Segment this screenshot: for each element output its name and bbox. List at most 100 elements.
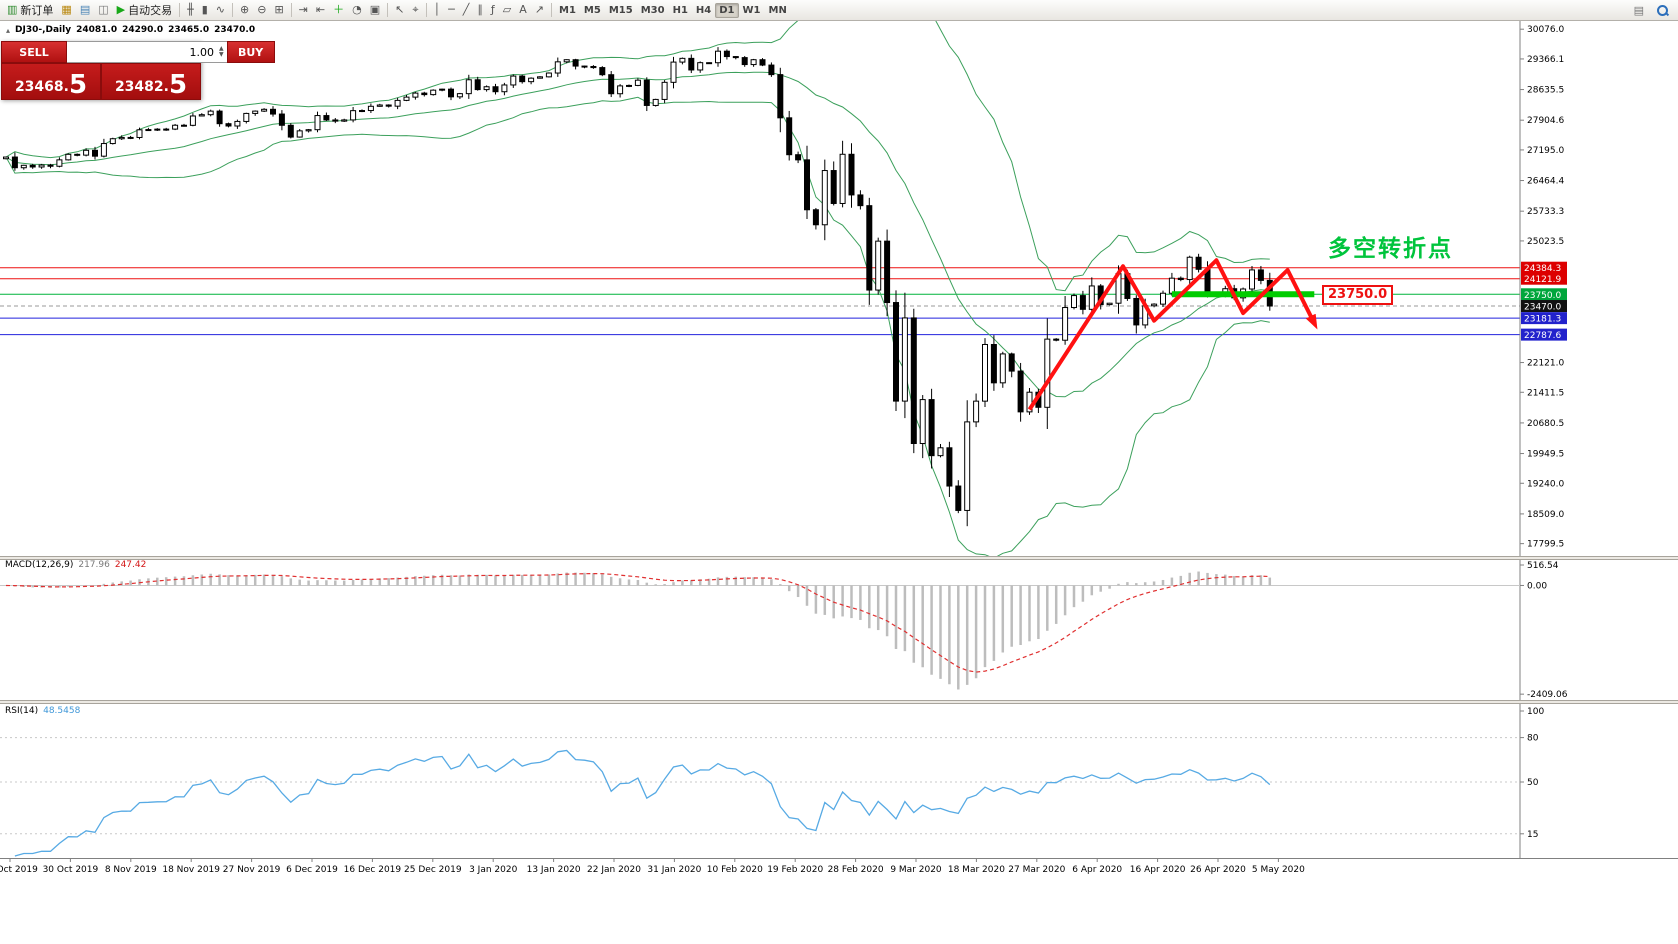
volume-down-icon[interactable]: ▼ <box>219 51 224 58</box>
toolbar-right-group: ▤ <box>1630 1 1675 19</box>
timeframe-m1[interactable]: M1 <box>559 4 576 16</box>
arrows-icon[interactable]: ↗ <box>531 1 548 19</box>
cursor-icon: ↖ <box>395 3 405 16</box>
fibonacci-icon[interactable]: ƒ <box>487 1 499 19</box>
tile-windows-icon: ⊞ <box>274 3 284 16</box>
rsi-name: RSI(14) <box>5 706 39 716</box>
svg-text:27 Mar 2020: 27 Mar 2020 <box>1008 865 1065 875</box>
timeframe-m5[interactable]: M5 <box>583 4 601 16</box>
svg-text:22121.0: 22121.0 <box>1527 359 1564 369</box>
svg-text:27 Nov 2019: 27 Nov 2019 <box>223 865 281 875</box>
data-window-icon[interactable]: ◫ <box>94 1 112 19</box>
horizontal-level-lines[interactable] <box>0 267 1520 336</box>
svg-text:18 Mar 2020: 18 Mar 2020 <box>948 865 1005 875</box>
period-icon: ◔ <box>352 3 362 16</box>
sell-price-display[interactable]: 23468. 5 <box>1 63 101 100</box>
toolbar-separator <box>290 3 292 17</box>
volume-spinner[interactable]: ▲ ▼ <box>216 46 227 58</box>
fibonacci-icon: ƒ <box>490 3 495 16</box>
zigzag-annotation[interactable] <box>1027 258 1318 411</box>
chart-shift-icon[interactable]: ⇤ <box>312 1 329 19</box>
svg-text:31 Jan 2020: 31 Jan 2020 <box>647 865 701 875</box>
svg-text:19240.0: 19240.0 <box>1527 479 1564 489</box>
trendline-icon[interactable]: ╱ <box>459 1 474 19</box>
zoom-out-icon[interactable]: ⊖ <box>253 1 270 19</box>
timeframe-h1[interactable]: H1 <box>672 4 688 16</box>
volume-up-icon[interactable]: ▲ <box>219 45 224 52</box>
timeframe-h4[interactable]: H4 <box>695 4 712 16</box>
text-label-icon[interactable]: A <box>515 1 531 19</box>
svg-text:516.54: 516.54 <box>1527 561 1559 571</box>
ohlc-open: 24081.0 <box>76 25 118 35</box>
buy-price-display[interactable]: 23482. 5 <box>101 63 201 100</box>
auto-scroll-icon[interactable]: ⇥ <box>295 1 312 19</box>
rsi-value: 48.5458 <box>43 706 81 716</box>
line-chart-icon[interactable]: ∿ <box>212 1 229 19</box>
new-order-button[interactable]: ▥ 新订单 <box>3 1 57 19</box>
autotrade-button-label: 自动交易 <box>128 4 173 17</box>
svg-text:28635.5: 28635.5 <box>1527 86 1564 96</box>
svg-text:10 Feb 2020: 10 Feb 2020 <box>707 865 763 875</box>
shapes-icon[interactable]: ▱ <box>499 1 515 19</box>
svg-text:29366.1: 29366.1 <box>1527 55 1564 65</box>
svg-text:8 Nov 2019: 8 Nov 2019 <box>105 865 157 875</box>
rsi-indicator-label: RSI(14) 48.5458 <box>5 706 80 716</box>
notifications-icon[interactable]: ▤ <box>1633 3 1644 17</box>
horizontal-line-icon[interactable]: ─ <box>444 1 459 19</box>
level-callout-23750[interactable]: 23750.0 <box>1322 285 1394 306</box>
ohlc-close: 23470.0 <box>214 25 256 35</box>
templates-icon[interactable]: ▣ <box>366 1 384 19</box>
svg-text:27904.6: 27904.6 <box>1527 116 1564 126</box>
timeframe-d1[interactable]: D1 <box>715 2 739 18</box>
svg-text:17799.5: 17799.5 <box>1527 540 1564 550</box>
timeframe-m15[interactable]: M15 <box>608 4 633 16</box>
period-icon[interactable]: ◔ <box>348 1 366 19</box>
indicators-icon: ＋ <box>333 3 345 16</box>
autotrade-button: ▶ <box>116 3 126 16</box>
ohlc-high: 24290.0 <box>122 25 164 35</box>
chart-window-icon[interactable]: ▦ <box>57 1 75 19</box>
buy-price-large: 5 <box>168 70 188 101</box>
new-order-button: ▥ <box>7 3 18 16</box>
macd-name: MACD(12,26,9) <box>5 560 74 570</box>
timeframe-w1[interactable]: W1 <box>742 4 761 16</box>
toolbar-separator <box>425 3 427 17</box>
shapes-icon: ▱ <box>502 3 512 16</box>
indicators-icon[interactable]: ＋ <box>329 1 348 19</box>
candlestick-chart-icon[interactable]: ▮ <box>198 1 212 19</box>
panel-separators[interactable] <box>0 556 1678 704</box>
profiles-icon[interactable]: ▤ <box>76 1 94 19</box>
volume-field[interactable]: ▲ ▼ <box>67 41 227 63</box>
symbol-info: ▴ DJ30-,Daily 24081.0 24290.0 23465.0 23… <box>6 25 255 35</box>
search-icon[interactable] <box>1656 4 1669 17</box>
autotrade-button[interactable]: ▶ 自动交易 <box>113 1 176 19</box>
price-axis[interactable]: 30076.0 29366.1 28635.5 27904.6 27195.0 26464… <box>1519 21 1567 858</box>
svg-text:16 Dec 2019: 16 Dec 2019 <box>344 865 402 875</box>
tile-windows-icon[interactable]: ⊞ <box>270 1 287 19</box>
svg-text:0.00: 0.00 <box>1527 581 1547 591</box>
svg-text:25733.3: 25733.3 <box>1527 207 1564 217</box>
crosshair-icon: ⌖ <box>412 3 419 16</box>
vertical-line-icon[interactable]: │ <box>430 1 445 19</box>
horizontal-line-icon: ─ <box>448 3 455 16</box>
crosshair-icon[interactable]: ⌖ <box>408 1 422 19</box>
volume-input[interactable] <box>67 45 216 59</box>
svg-text:21 Oct 2019: 21 Oct 2019 <box>0 865 38 875</box>
svg-text:27195.0: 27195.0 <box>1527 146 1564 156</box>
equidistant-channel-icon[interactable]: ∥ <box>473 1 487 19</box>
timeframe-mn[interactable]: MN <box>768 4 787 16</box>
turning-point-annotation[interactable]: 多空转折点 <box>1328 236 1453 262</box>
new-order-button-label: 新订单 <box>20 4 54 17</box>
svg-text:26 Apr 2020: 26 Apr 2020 <box>1190 865 1246 875</box>
time-axis[interactable]: 21 Oct 2019 30 Oct 2019 8 Nov 2019 18 Nov 2… <box>0 858 1678 875</box>
cursor-icon[interactable]: ↖ <box>391 1 408 19</box>
zoom-in-icon[interactable]: ⊕ <box>236 1 253 19</box>
timeframe-m30[interactable]: M30 <box>640 4 665 16</box>
sell-button[interactable]: SELL <box>1 41 67 63</box>
svg-text:22787.6: 22787.6 <box>1524 331 1561 341</box>
bar-chart-icon[interactable]: ╫ <box>183 1 198 19</box>
buy-button[interactable]: BUY <box>226 41 275 63</box>
arrows-icon: ↗ <box>534 3 544 16</box>
toolbar-separator <box>387 3 389 17</box>
